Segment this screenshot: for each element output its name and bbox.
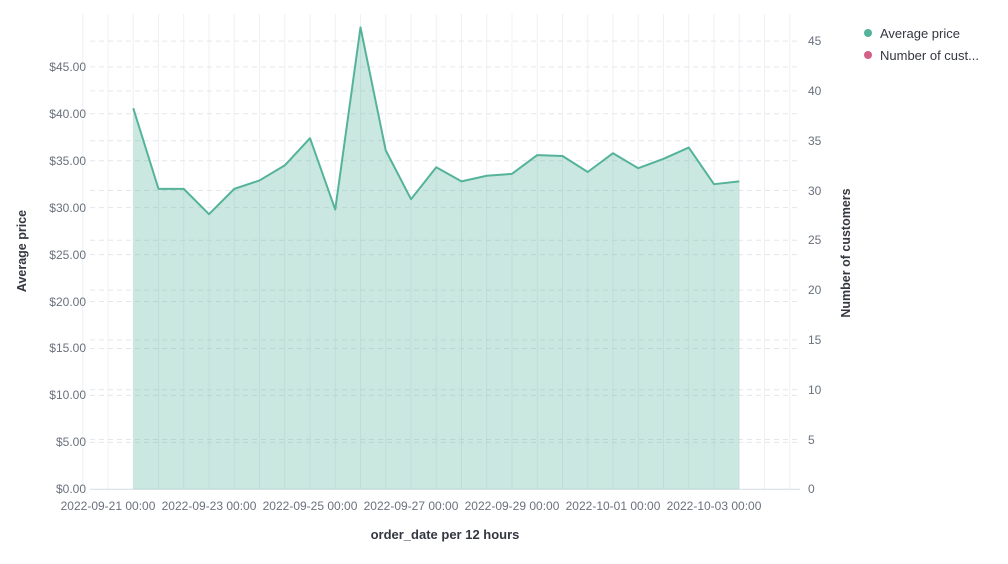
right-axis-tick: 30: [808, 183, 822, 198]
x-axis-tick: 2022-09-25 00:00: [262, 499, 358, 513]
legend-color-dot: [864, 51, 872, 59]
left-axis-tick: $45.00: [49, 59, 86, 74]
right-axis-tick: 10: [808, 382, 822, 397]
right-axis-tick: 40: [808, 83, 822, 98]
legend-label: Number of cust...: [880, 47, 979, 63]
horizontal-gridlines: [90, 40, 800, 443]
right-axis-tick: 20: [808, 283, 822, 298]
left-axis-tick: $10.00: [49, 388, 86, 403]
x-axis-tick: 2022-09-21 00:00: [60, 499, 156, 513]
x-axis-title: order_date per 12 hours: [370, 527, 520, 542]
legend-item[interactable]: Average price: [864, 25, 979, 41]
left-axis-tick: $5.00: [55, 435, 86, 450]
left-axis-tick: $40.00: [49, 106, 86, 121]
legend-label: Average price: [880, 25, 960, 41]
x-axis-tick: 2022-10-01 00:00: [565, 499, 661, 513]
legend-color-dot: [864, 29, 872, 37]
right-axis-tick: 15: [808, 332, 822, 347]
chart-legend: Average price Number of cust...: [864, 25, 979, 63]
x-axis-tick: 2022-09-27 00:00: [363, 499, 459, 513]
left-axis-tick: $0.00: [55, 482, 86, 497]
vertical-gridlines: [82, 14, 791, 490]
right-axis-tick: 45: [808, 34, 822, 49]
right-axis-tick: 0: [808, 482, 815, 497]
right-axis-tick: 25: [808, 233, 822, 248]
left-axis-tick: $25.00: [49, 247, 86, 262]
right-axis-title: Number of customers: [839, 188, 853, 318]
price-area-fill: [133, 27, 740, 490]
left-axis-tick: $20.00: [49, 294, 86, 309]
left-axis-tick: $15.00: [49, 341, 86, 356]
x-axis-tick: 2022-09-23 00:00: [161, 499, 257, 513]
left-axis-tick: $30.00: [49, 200, 86, 215]
left-axis-title: Average price: [15, 209, 29, 293]
right-axis-tick: 5: [808, 432, 815, 447]
legend-item[interactable]: Number of cust...: [864, 47, 979, 63]
right-axis-tick: 35: [808, 133, 822, 148]
price-line: [132, 26, 740, 216]
left-axis-tick: $35.00: [49, 153, 86, 168]
x-axis-tick: 2022-10-03 00:00: [666, 499, 762, 513]
x-axis-tick: 2022-09-29 00:00: [464, 499, 560, 513]
